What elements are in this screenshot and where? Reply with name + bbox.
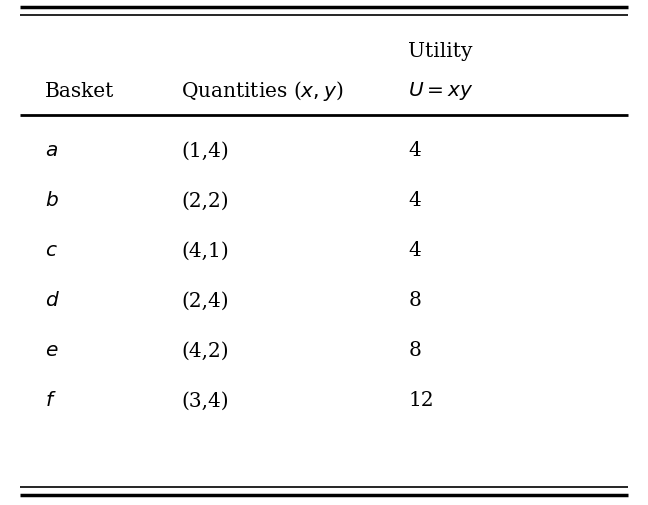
Text: 4: 4 xyxy=(408,191,421,210)
Text: 4: 4 xyxy=(408,241,421,260)
Text: $U = xy$: $U = xy$ xyxy=(408,80,474,102)
Text: (2,2): (2,2) xyxy=(181,191,229,210)
Text: $f$: $f$ xyxy=(45,391,57,410)
Text: (4,2): (4,2) xyxy=(181,341,229,360)
Text: Utility: Utility xyxy=(408,41,473,61)
Text: (3,4): (3,4) xyxy=(181,391,229,410)
Text: Basket: Basket xyxy=(45,81,115,100)
Text: $a$: $a$ xyxy=(45,141,58,160)
Text: (1,4): (1,4) xyxy=(181,141,229,160)
Text: 12: 12 xyxy=(408,391,434,410)
Text: $b$: $b$ xyxy=(45,191,59,210)
Text: 8: 8 xyxy=(408,341,421,360)
Text: $d$: $d$ xyxy=(45,291,60,310)
Text: 8: 8 xyxy=(408,291,421,310)
Text: (2,4): (2,4) xyxy=(181,291,229,310)
Text: 4: 4 xyxy=(408,141,421,160)
Text: Quantities ($x,y$): Quantities ($x,y$) xyxy=(181,79,344,103)
Text: $c$: $c$ xyxy=(45,241,58,260)
Text: $e$: $e$ xyxy=(45,341,59,360)
Text: (4,1): (4,1) xyxy=(181,241,229,260)
